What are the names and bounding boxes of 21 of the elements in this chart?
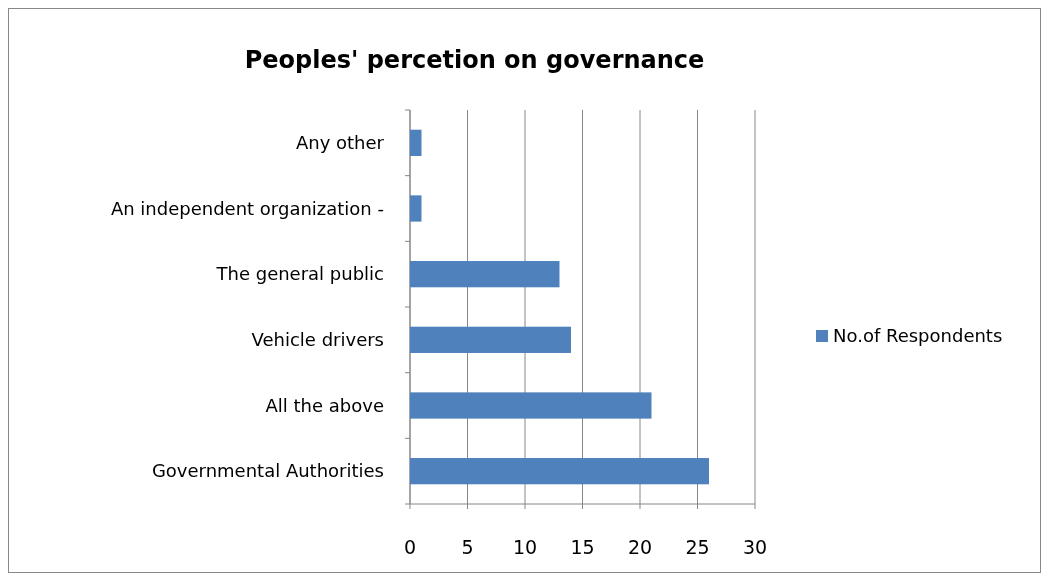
bar	[410, 261, 560, 288]
bar	[410, 195, 422, 222]
bar	[410, 129, 422, 156]
y-tick-label: Any other	[295, 131, 385, 153]
x-tick-label: 5	[461, 536, 474, 558]
chart-title: Peoples' percetion on governance	[244, 46, 705, 74]
y-tick-label: The general public	[215, 263, 384, 285]
bar	[410, 392, 652, 419]
y-tick-label: Governmental Authorities	[151, 460, 384, 482]
y-tick-label: An independent organization -	[110, 197, 384, 219]
legend-label: No.of Respondents	[833, 325, 1003, 346]
x-tick-label: 25	[685, 536, 710, 558]
x-tick-label: 0	[403, 536, 417, 558]
bar	[410, 458, 709, 485]
y-tick-label: Vehicle drivers	[251, 328, 384, 350]
y-tick-label: All the above	[265, 394, 384, 416]
x-tick-label: 30	[742, 536, 768, 558]
x-tick-label: 20	[627, 536, 653, 558]
bar	[410, 326, 571, 353]
x-tick-label: 15	[570, 536, 595, 558]
x-tick-label: 10	[512, 536, 538, 558]
